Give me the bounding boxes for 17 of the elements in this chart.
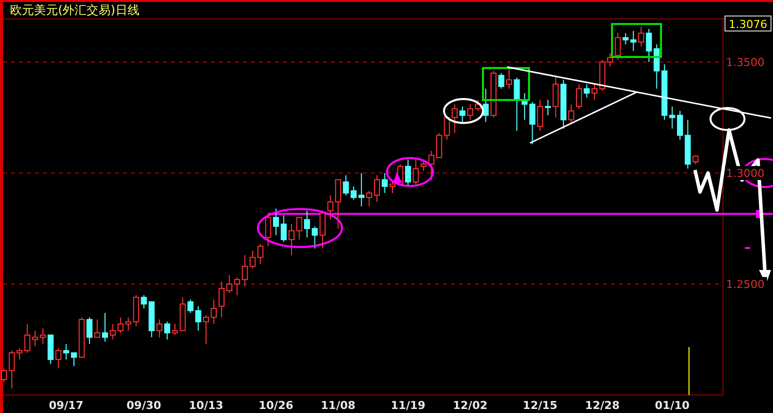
y-tick-label: 1.3500 xyxy=(726,56,764,69)
x-tick-label: 11/19 xyxy=(390,399,426,412)
x-tick-label: 10/26 xyxy=(258,399,294,412)
x-tick-label: 12/02 xyxy=(452,399,488,412)
x-tick-label: 11/08 xyxy=(320,399,356,412)
y-tick-label: 1.2500 xyxy=(726,278,764,291)
x-tick-label: 12/15 xyxy=(522,399,558,412)
x-tick-label: 09/17 xyxy=(48,399,84,412)
text: 1.3076 xyxy=(728,18,768,31)
x-tick-label: 01/10 xyxy=(654,399,690,412)
x-tick-label: 09/30 xyxy=(126,399,162,412)
candlestick xyxy=(630,30,636,52)
chart-title: 欧元美元(外汇交易)日线 xyxy=(10,3,140,17)
candlestick xyxy=(358,172,364,207)
y-tick-label: 1.3000 xyxy=(726,166,764,180)
x-tick-label: 10/13 xyxy=(188,399,224,412)
x-tick-label: 12/28 xyxy=(584,399,620,412)
